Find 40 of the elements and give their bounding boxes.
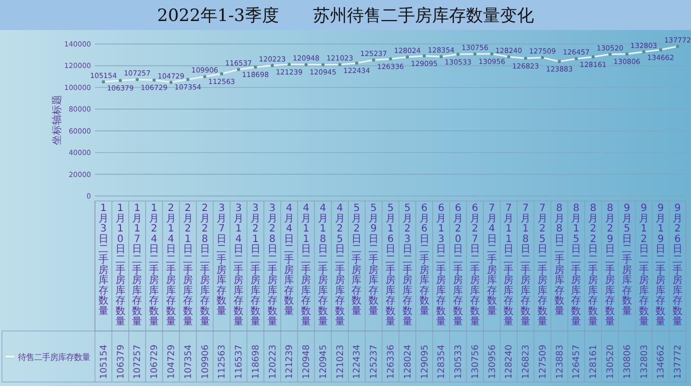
data-label: 112563 [218,344,228,379]
data-label: 137772 [674,344,684,379]
title: 2022年1-3季度 苏州待售二手房库存数量变化 [0,0,691,30]
data-label: 130806 [622,344,633,379]
data-label: 134662 [656,344,667,379]
data-label: 129095 [420,344,430,379]
chart-title: 2022年1-3季度 苏州待售二手房库存数量变化 [157,6,534,26]
data-label: 127509 [538,344,548,379]
data-label: 107257 [133,344,144,379]
data-label: 105154 [99,344,110,379]
data-label: 122434 [352,344,363,379]
data-label: 118698 [251,344,262,379]
data-label: 126823 [522,344,532,379]
data-label: 106379 [116,344,126,379]
data-label: 130956 [488,344,498,379]
data-label: 123883 [555,344,566,379]
data-label: 132803 [640,344,650,379]
data-label: 120223 [268,344,278,379]
data-label: 120948 [302,344,312,379]
data-label: 130520 [606,344,616,379]
data-label: 121239 [285,344,296,379]
data-label: 128240 [504,344,515,379]
data-label: 106729 [150,344,160,379]
data-label: 128161 [589,344,600,379]
data-label: 120945 [318,344,329,379]
data-label: 121023 [336,344,346,379]
data-label: 126457 [572,344,582,379]
data-label: 128024 [403,344,414,379]
y-axis-title: 坐标轴标题 [51,95,63,145]
data-label: 104729 [166,344,177,379]
data-label: 126336 [386,344,396,379]
x-axis-table-header: 1月3日二手房库存数量 1月10日二手房库存数量 1月17日二手房库存数量 1月24日二手房库存数量 2月14日二手房库存数量 2月21日二手房库存数量 2月28日二手房库存数量 3月7日二手房库存数量 3月14日二手房库存数量 3月21日二手房库存数量 3月28日二手房库存数量 4月4日二手房库存数量 4月11日二手房库存数量 4月18日二手房库存数量 4月25日二手房库存数量 5月2日二手房库存数量 5月9日二手房库存数量 5月16日二手房库存数量 5月23日二手房库存数量 6月6日二手房库存数量 6月13日二手房库存数量 6月20日二手房库存数量 6月27日二手房库存数量 7月4日二手房库存数量 7月11日二手房库存数量 7月18日二手房库存数量 7月25日二手房库存数量 8月8日二手房库存数量 8月15日二手房库存数量 8月22日二手房库存数量 8月29日二手房库存数量 9月5日二手房库存数量 9月12日二手房库存数量 9月19日二手房库存数量 9月26日二手房库存数量 [94,200,686,332]
data-label: 116537 [234,344,245,379]
data-label: 109906 [200,344,211,379]
legend-label: 待售二手房库存数量 [18,352,90,362]
data-label: 128354 [437,344,448,379]
data-label: 107354 [184,344,194,379]
data-label: 130756 [470,344,481,379]
data-label: 125237 [370,344,380,379]
data-label: 130533 [454,344,464,379]
